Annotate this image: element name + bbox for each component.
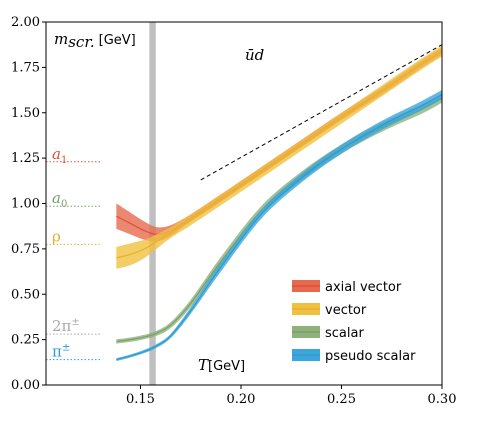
y-axis-label: mscr. [GeV] (54, 30, 136, 51)
series-line-pseudo-scalar (116, 94, 443, 361)
plot-area: a1 a0 ρ 2π± π± (46, 22, 443, 385)
series-band-pseudo-scalar (116, 90, 443, 362)
series-band-axial-vector (116, 47, 443, 242)
x-tick-label-1: 0.20 (227, 392, 256, 407)
legend-label-3: pseudo scalar (325, 349, 416, 364)
reference-level-label-4: π± (52, 343, 70, 361)
x-tick-label-3: 0.30 (428, 392, 457, 407)
axes: 0.00 0.25 0.50 0.75 1.00 1.25 1.50 1.75 2.00 0.15… (11, 15, 456, 407)
y-tick-label-4: 1.00 (11, 197, 40, 212)
series-band-scalar (116, 93, 443, 344)
y-tick-label-8: 2.00 (11, 15, 40, 30)
reference-level-label-3: 2π± (52, 317, 80, 335)
x-tick-label-2: 0.25 (327, 392, 356, 407)
y-tick-label-6: 1.50 (11, 106, 40, 121)
x-axis-label: T[GeV] (198, 356, 245, 374)
legend-label-0: axial vector (325, 280, 402, 295)
reference-level-label-0: a1 (52, 145, 67, 166)
legend-label-2: scalar (325, 326, 364, 341)
reference-level-label-2: ρ (52, 227, 61, 245)
labels: mscr. [GeV] T[GeV] ūd (54, 30, 264, 374)
series-line-scalar (116, 97, 443, 343)
plot-frame (45, 21, 443, 386)
y-tick-label-5: 1.25 (11, 151, 40, 166)
legend: axial vector vector scalar pseudo scalar (292, 280, 416, 364)
x-tick-label-0: 0.15 (126, 392, 155, 407)
y-tick-label-1: 0.25 (11, 333, 40, 348)
vertical-band (149, 22, 156, 385)
reference-level-label-1: a0 (52, 189, 67, 210)
y-tick-label-2: 0.50 (11, 287, 40, 302)
y-tick-label-7: 1.75 (11, 60, 40, 75)
series-line-vector (116, 50, 443, 259)
y-tick-label-0: 0.00 (11, 378, 40, 393)
y-tick-label-3: 0.75 (11, 242, 40, 257)
series-band-vector (116, 45, 443, 269)
annotation-ud: ūd (245, 46, 264, 64)
legend-label-1: vector (325, 303, 367, 318)
